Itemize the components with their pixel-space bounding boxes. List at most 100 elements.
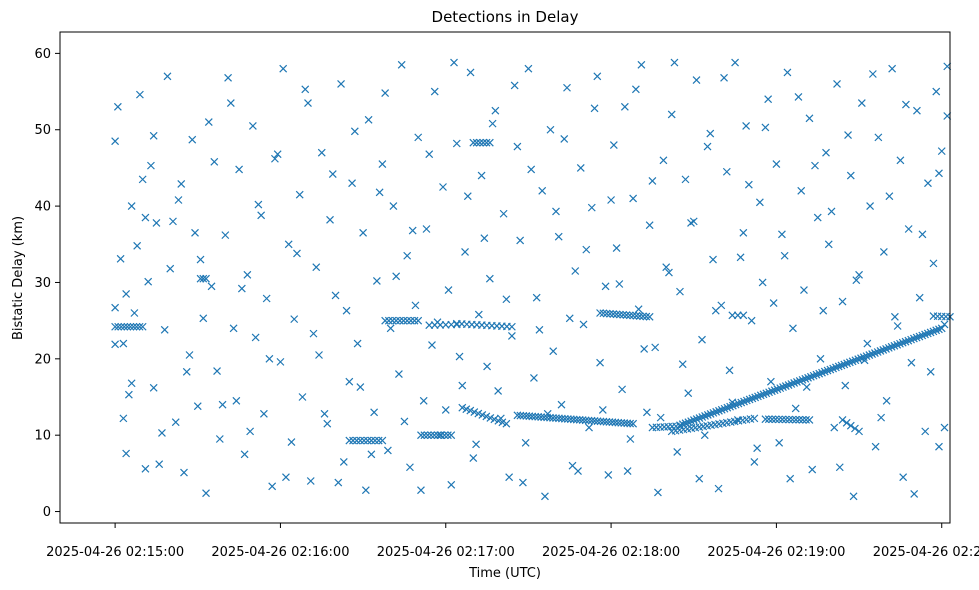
data-point [370,408,379,417]
data-point [831,363,840,372]
data-point [196,255,205,264]
data-point [798,415,807,424]
data-point [692,415,701,423]
data-point [772,160,781,169]
data-point [485,138,494,147]
data-point [414,316,423,325]
data-point [901,100,910,109]
data-point [221,231,230,240]
data-point [618,385,627,394]
data-point [779,383,787,392]
data-point [890,341,899,350]
data-point [257,211,266,220]
data-point [929,327,938,336]
data-point [144,277,153,286]
data-point [582,245,591,254]
data-point [563,83,571,92]
data-point [301,85,310,94]
data-point [342,306,351,315]
data-point [823,366,832,375]
data-point [450,58,458,67]
data-point [452,139,461,148]
data-point [210,157,219,166]
data-point [632,311,641,320]
data-point [218,400,227,409]
data-point [770,386,779,395]
data-point [378,160,387,169]
data-point [846,171,855,180]
data-point [598,406,607,414]
x-tick-label: 2025-04-26 02:18:00 [542,545,680,560]
data-point [665,268,673,277]
data-point [841,381,850,390]
data-point [524,64,533,73]
data-point [111,137,120,146]
data-point [403,316,412,325]
data-point [740,397,748,406]
data-point [706,409,715,418]
data-point [768,415,777,424]
data-point [834,362,843,371]
data-point [893,340,902,349]
data-point [932,87,941,96]
data-point [513,142,522,151]
data-point [712,407,721,416]
data-point [921,330,929,339]
x-tick-label: 2025-04-26 02:15:00 [46,545,184,560]
data-point [715,406,723,415]
data-point [334,478,343,487]
data-point [739,311,748,320]
data-point [132,322,141,331]
data-point [488,119,497,128]
data-point [635,312,644,320]
data-point [812,370,821,379]
data-point [748,394,757,403]
data-point [243,270,252,279]
data-point [820,367,829,376]
data-point [541,492,549,501]
data-point [392,272,401,281]
data-point [698,335,706,344]
data-point [612,244,621,253]
data-point [596,309,604,317]
data-point [773,385,782,394]
data-point [819,306,828,315]
data-point [199,274,208,283]
data-point [926,328,935,337]
data-point [824,240,833,249]
data-point [924,179,932,188]
y-tick-label: 60 [34,47,51,62]
data-point [857,354,865,363]
data-point [306,477,315,485]
data-point [764,415,773,424]
data-point [629,194,638,203]
data-point [270,154,279,163]
data-point [909,334,918,343]
data-point [775,438,784,447]
data-point [844,131,852,140]
data-point [622,311,631,319]
data-point [339,457,348,466]
data-point [805,114,814,123]
data-point [857,99,866,107]
data-point [728,401,737,410]
data-point [607,196,616,204]
data-point [317,148,326,157]
data-point [935,325,943,334]
data-point [790,379,799,387]
data-point [720,404,729,413]
data-point [304,99,312,107]
data-point [114,322,123,331]
data-point [138,175,147,184]
data-point [532,293,541,302]
data-point [775,415,783,424]
data-point [129,322,138,331]
data-point [684,389,693,398]
data-point [870,349,879,357]
data-point [113,102,122,111]
data-point [474,310,483,319]
data-point [117,322,126,331]
data-point [896,339,904,348]
data-point [126,322,135,331]
data-point [360,436,368,445]
